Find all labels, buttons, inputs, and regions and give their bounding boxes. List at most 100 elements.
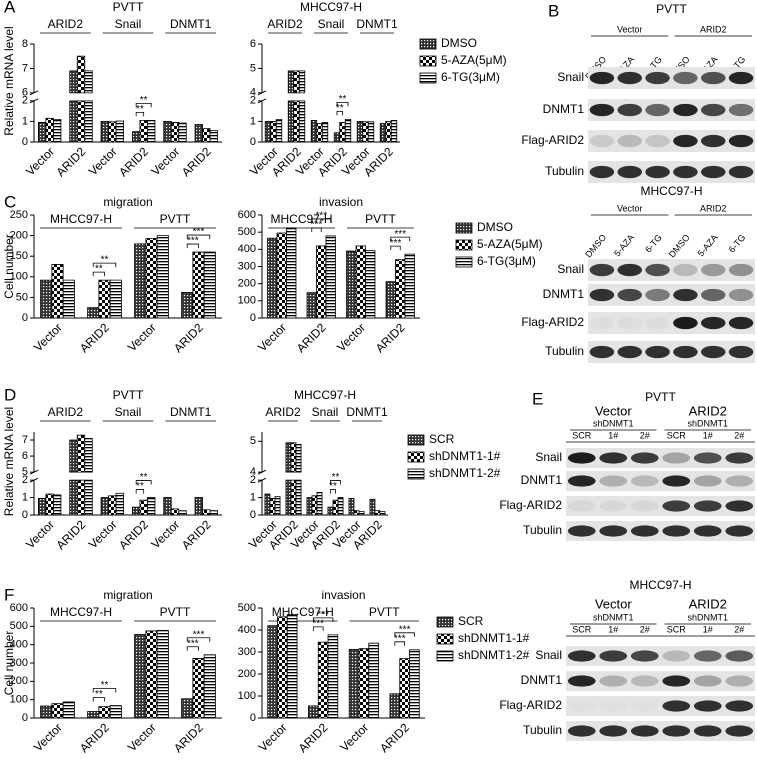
group-label: Snail [115,17,142,31]
significance-bracket [394,632,415,637]
row-label: Tubulin [523,523,562,537]
blot-membrane [566,471,755,491]
significance-bracket [92,262,117,268]
group-label: ARID2 [689,596,727,611]
bar [181,292,194,319]
significance-label: ** [329,481,337,492]
y-tick-label: 1 [22,115,28,127]
y-tick-label: 200 [238,278,256,290]
y-tick-label: 300 [10,657,28,669]
subgroup-label: shDNMT1 [593,418,634,428]
blot-band [617,288,642,302]
chart-title: PVTT [113,388,144,402]
legend-label: shDNMT1-1# [458,631,530,645]
significance-label: ** [136,481,144,492]
row-label: Tubulin [545,164,584,178]
bar [109,705,122,719]
legend-label: 5-AZA(5μM) [441,53,507,67]
y-axis-label: Relative mRNA level [2,26,16,135]
significance-label: *** [399,624,411,635]
bar [316,491,323,516]
legend-swatch [436,616,454,628]
group-label: MHCC97-H [50,605,112,619]
bar [84,70,93,143]
significance-bracket [330,480,341,485]
y-tick-label: 100 [238,295,256,307]
blot-band [617,165,642,179]
y-tick-label: 300 [238,260,256,272]
significance-bracket [336,110,343,116]
blot-band [673,316,698,330]
blot-band [662,675,691,687]
blot-band [645,165,670,179]
group-label: DNMT1 [346,405,388,419]
chart-title: invasion [319,195,363,209]
significance-bracket [135,111,145,117]
blot-band [662,525,691,537]
x-tick-label: ARID2 [296,720,331,755]
bar [84,438,93,516]
bar [298,70,306,143]
y-tick-label: 500 [238,226,256,238]
significance-bracket [186,243,199,249]
blot-band [617,71,642,85]
y-tick-label: 4 [250,466,256,478]
blot-band [589,71,615,85]
chart-title: MHCC97-H [300,0,362,14]
blot-band [589,288,615,302]
row-label: DNMT1 [543,102,585,116]
row-label: Flag-ARID2 [521,133,584,147]
x-tick-label: Vector [125,320,159,354]
bar [76,434,86,516]
group-label: ARID2 [48,405,84,419]
blot-band [693,525,722,537]
significance-bracket [186,234,211,240]
blot-band [589,134,615,148]
blot-band [701,345,726,359]
bar [98,279,111,319]
bar [321,122,329,143]
group-label: ARID2 [689,403,727,418]
group-label: DNMT1 [170,17,212,31]
bar [269,498,276,516]
lane-label: 2# [640,430,650,440]
x-tick-label: ARID2 [179,517,214,552]
x-tick-label: Vector [334,320,368,354]
bar [37,498,47,516]
x-tick-label: ARID2 [116,144,151,179]
lane-label: 1# [608,624,618,634]
row-label: Snail [557,70,584,84]
bar [374,510,381,516]
blot-band [701,316,726,330]
blot-band [567,725,596,737]
blot-band [645,263,670,277]
group-label: Snail [115,405,142,419]
bar [286,614,298,719]
bar [209,130,219,143]
legend-swatch [407,451,425,463]
bar [98,706,111,719]
group-label: ARID2 [48,17,84,31]
bar [285,442,292,516]
blot-title: PVTT [656,2,687,16]
bar [379,123,387,143]
bar [339,122,346,143]
significance-bracket [394,641,406,646]
blot-band [568,700,596,711]
blot-band [630,452,659,464]
bar [293,70,300,143]
y-tick-label: 200 [238,668,256,680]
blot-band [567,525,596,537]
bar [62,701,75,719]
blot-title: PVTT [645,390,676,404]
significance-bracket [186,637,211,642]
group-label: Vector [617,24,643,34]
blot-band [728,134,754,148]
bar [333,132,341,143]
legend-label: 6-TG(3μM) [441,70,500,84]
x-tick-label: Vector [23,144,57,178]
bar [170,122,180,143]
blot-band [673,103,698,117]
blot-band [701,103,726,117]
bar [270,121,277,143]
